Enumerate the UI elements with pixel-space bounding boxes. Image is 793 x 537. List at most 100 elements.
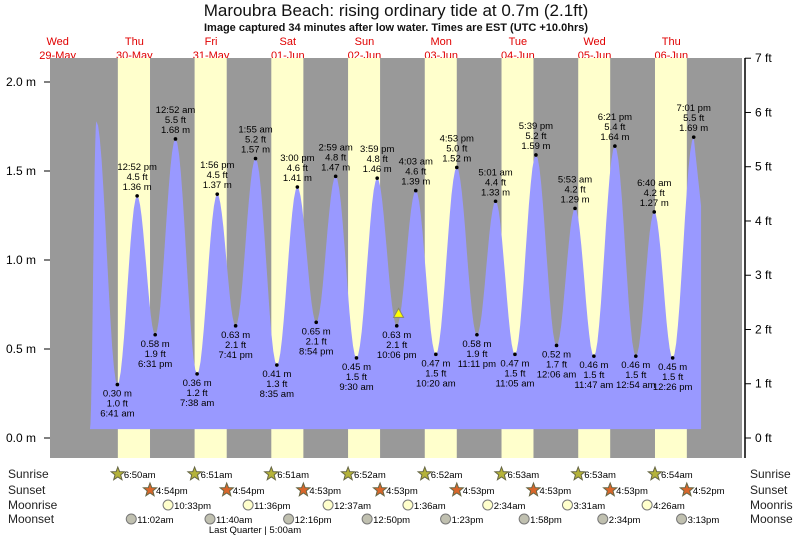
moonset-moon-icon bbox=[676, 513, 688, 525]
high-tide-label: 7:01 pm bbox=[677, 103, 711, 114]
day-label-dow: Wed bbox=[46, 36, 68, 48]
low-tide-label: 1.5 ft bbox=[346, 372, 367, 383]
moonrise-time: 3:31am bbox=[573, 501, 605, 512]
low-tide-label: 0.46 m bbox=[621, 360, 650, 371]
axes: 0.0 m 0.5 m 1.0 m 1.5 m 2.0 m 0 ft 1 ft 2 ft 3 f… bbox=[6, 51, 772, 458]
sunset-time: 4:53pm bbox=[463, 486, 495, 497]
moonrise-time: 11:36pm bbox=[254, 501, 290, 512]
sunset-star-icon bbox=[372, 481, 389, 497]
low-tide-label: 0.45 m bbox=[342, 362, 371, 373]
low-tide-label: 12:54 am bbox=[616, 380, 656, 391]
sunrise-star-icon bbox=[109, 465, 126, 481]
low-tide-label: 11:47 am bbox=[574, 380, 613, 391]
moonset-time: 11:02am bbox=[137, 515, 173, 526]
low-tide-label: 1.5 ft bbox=[583, 370, 604, 381]
high-tide-point bbox=[295, 185, 300, 189]
sunrise-time: 6:53am bbox=[508, 470, 540, 481]
sunset-time: 4:54pm bbox=[233, 486, 265, 497]
low-tide-label: 1.2 ft bbox=[187, 388, 208, 399]
chart-title: Maroubra Beach: rising ordinary tide at … bbox=[204, 1, 589, 20]
low-tide-label: 0.41 m bbox=[262, 369, 291, 380]
y-axis-tick-label-ft: 4 ft bbox=[755, 214, 772, 228]
low-tide-label: 2.1 ft bbox=[225, 340, 246, 351]
high-tide-label: 4.2 ft bbox=[564, 184, 585, 195]
low-tide-point bbox=[670, 356, 675, 360]
high-tide-label: 1.59 m bbox=[521, 141, 550, 152]
high-tide-label: 5.2 ft bbox=[525, 131, 546, 142]
low-tide-label: 12:06 am bbox=[537, 369, 577, 380]
moonset-moon-icon bbox=[597, 513, 609, 525]
day-label-dow: Sat bbox=[280, 36, 297, 48]
day-label-dow: Thu bbox=[662, 36, 681, 48]
high-tide-label: 5.0 ft bbox=[446, 143, 467, 154]
high-tide-label: 1.57 m bbox=[241, 145, 270, 156]
low-tide-label: 0.58 m bbox=[141, 339, 170, 350]
high-tide-label: 4.2 ft bbox=[644, 188, 665, 199]
low-tide-label: 0.47 m bbox=[421, 358, 450, 369]
sunrise-star-icon bbox=[416, 465, 433, 481]
low-tide-label: 9:30 am bbox=[339, 382, 373, 393]
low-tide-label: 0.63 m bbox=[221, 330, 250, 341]
sunset-star-icon bbox=[142, 481, 159, 497]
sunrise-time: 6:52am bbox=[431, 470, 463, 481]
low-tide-label: 1.3 ft bbox=[266, 379, 287, 390]
low-tide-point bbox=[513, 352, 517, 357]
low-tide-point bbox=[394, 324, 399, 328]
sunset-time: 4:52pm bbox=[693, 486, 725, 497]
high-tide-point bbox=[135, 194, 139, 198]
moonset-moon-icon bbox=[283, 513, 295, 525]
moonset-time: 12:16pm bbox=[295, 515, 332, 526]
high-tide-label: 3:00 pm bbox=[280, 153, 314, 164]
moonrise-moon-icon bbox=[641, 499, 653, 511]
low-tide-point bbox=[434, 352, 438, 357]
y-axis-tick-label-ft: 7 ft bbox=[755, 51, 772, 65]
high-tide-point bbox=[493, 199, 498, 204]
low-tide-label: 1.9 ft bbox=[145, 349, 166, 360]
moonrise-moon-icon bbox=[561, 499, 573, 511]
high-tide-label: 1.36 m bbox=[123, 182, 152, 193]
low-tide-point bbox=[115, 382, 120, 387]
sunset-time: 4:53pm bbox=[539, 486, 571, 497]
day-label-dow: Thu bbox=[125, 36, 144, 48]
low-tide-point bbox=[592, 354, 596, 358]
high-tide-label: 3:59 pm bbox=[360, 144, 394, 155]
low-tide-label: 0.46 m bbox=[579, 360, 608, 371]
high-tide-label: 1:56 pm bbox=[200, 160, 234, 171]
moonrise-moon-icon bbox=[482, 499, 494, 511]
high-tide-point bbox=[534, 153, 538, 157]
sunrise-row-label-right: Sunrise bbox=[750, 467, 791, 481]
low-tide-point bbox=[475, 332, 479, 337]
sunrise-time: 6:51am bbox=[201, 470, 233, 481]
high-tide-label: 5.5 ft bbox=[165, 115, 186, 126]
high-tide-label: 1.52 m bbox=[442, 153, 471, 164]
low-tide-label: 7:38 am bbox=[180, 398, 214, 409]
high-tide-point bbox=[215, 192, 220, 196]
low-tide-label: 0.52 m bbox=[542, 349, 571, 360]
high-tide-label: 5:39 pm bbox=[519, 121, 553, 132]
moonset-time: 11:40am bbox=[216, 515, 252, 526]
y-axis-tick-label-m: 0.0 m bbox=[6, 431, 36, 445]
y-axis-tick-label-m: 0.5 m bbox=[6, 342, 36, 356]
low-tide-point bbox=[314, 320, 319, 325]
sunset-star-icon bbox=[678, 481, 695, 497]
sunrise-time: 6:54am bbox=[661, 470, 693, 481]
moonset-time: 2:34pm bbox=[609, 515, 641, 526]
high-tide-label: 5:01 am bbox=[478, 167, 512, 178]
moonset-moon-icon bbox=[125, 513, 137, 525]
low-tide-label: 12:26 pm bbox=[653, 382, 693, 393]
high-tide-label: 6:21 pm bbox=[598, 112, 632, 123]
y-axis-tick-label-ft: 0 ft bbox=[755, 431, 772, 445]
moonrise-row-label-right: Moonrise bbox=[750, 498, 793, 512]
low-tide-label: 0.30 m bbox=[103, 389, 132, 400]
moonset-moon-icon bbox=[518, 513, 530, 525]
high-tide-label: 1.29 m bbox=[561, 194, 590, 205]
low-tide-label: 11:05 am bbox=[495, 378, 534, 389]
high-tide-point bbox=[413, 188, 418, 193]
y-axis-tick-label-m: 2.0 m bbox=[6, 75, 36, 89]
high-tide-label: 1.47 m bbox=[321, 162, 350, 173]
sunrise-time: 6:52am bbox=[354, 470, 386, 481]
low-tide-label: 1.5 ft bbox=[662, 372, 683, 383]
low-tide-label: 7:41 pm bbox=[218, 350, 252, 361]
high-tide-point bbox=[454, 165, 459, 170]
